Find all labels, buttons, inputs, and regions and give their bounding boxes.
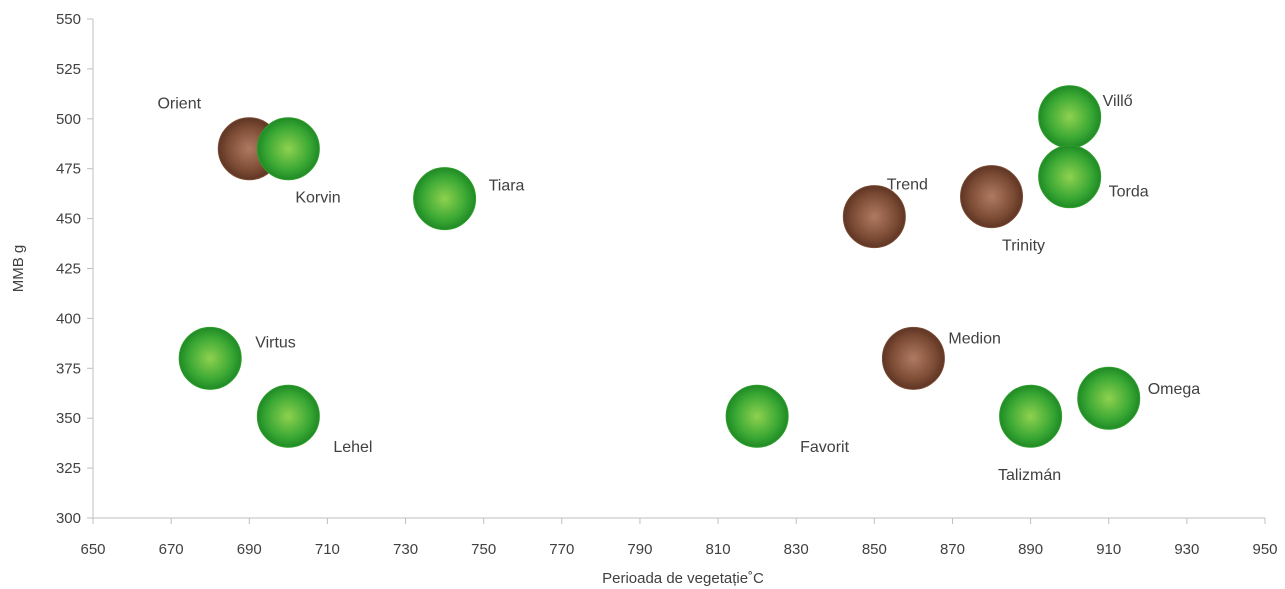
bubble-omega [1077, 366, 1141, 430]
point-label: Trinity [1002, 238, 1045, 255]
axes: 300 325 350 375 400 425 450 475 500 525 550 650 670 6… [56, 11, 1278, 558]
point-label: Korvin [295, 190, 340, 207]
data-points: Orient Korvin Tiara Virtus Lehel Favorit Trend… [157, 85, 1201, 484]
point-label: Lehel [333, 439, 372, 456]
y-tick-label: 475 [56, 161, 81, 178]
x-tick-label: 930 [1174, 541, 1199, 558]
x-tick-label: 850 [862, 541, 887, 558]
bubble-favorit [725, 384, 789, 448]
y-tick-label: 325 [56, 460, 81, 477]
y-tick-label: 425 [56, 261, 81, 278]
y-tick-label: 525 [56, 61, 81, 78]
point-label: Torda [1109, 184, 1149, 201]
point-label: Virtus [255, 334, 296, 351]
y-tick-label: 375 [56, 360, 81, 377]
y-tick-label: 500 [56, 111, 81, 128]
bubble-trinity [960, 165, 1024, 229]
point-label: Trend [887, 177, 928, 194]
x-tick-label: 910 [1096, 541, 1121, 558]
bubble-medion [881, 326, 945, 390]
y-tick-label: 450 [56, 211, 81, 228]
bubble-trend [842, 185, 906, 249]
point-label: Villő [1103, 93, 1133, 110]
x-tick-label: 950 [1252, 541, 1277, 558]
x-tick-label: 810 [706, 541, 731, 558]
y-tick-label: 550 [56, 11, 81, 28]
x-tick-label: 730 [393, 541, 418, 558]
y-tick-label: 300 [56, 510, 81, 527]
y-tick-label: 350 [56, 410, 81, 427]
x-tick-label: 870 [940, 541, 965, 558]
x-axis-title: Perioada de vegetație˚C [602, 570, 764, 587]
bubble-korvin [256, 117, 320, 181]
x-tick-label: 690 [237, 541, 262, 558]
x-tick-label: 670 [159, 541, 184, 558]
bubble-tiara [413, 167, 477, 231]
point-label: Medion [948, 330, 1000, 347]
x-tick-label: 750 [471, 541, 496, 558]
point-label: Talizmán [998, 467, 1061, 484]
y-tick-label: 400 [56, 310, 81, 327]
point-label: Favorit [800, 439, 849, 456]
point-label: Tiara [489, 178, 525, 195]
x-tick-label: 830 [784, 541, 809, 558]
bubble-lehel [256, 384, 320, 448]
x-tick-label: 770 [549, 541, 574, 558]
bubble-virtus [178, 326, 242, 390]
x-tick-label: 890 [1018, 541, 1043, 558]
x-tick-label: 650 [80, 541, 105, 558]
x-tick-label: 710 [315, 541, 340, 558]
bubble-villő [1038, 85, 1102, 149]
y-axis-title: MMB g [10, 245, 27, 293]
bubble-torda [1038, 145, 1102, 209]
point-label: Orient [157, 96, 201, 113]
x-tick-label: 790 [627, 541, 652, 558]
point-label: Omega [1148, 381, 1201, 398]
bubble-talizmán [999, 384, 1063, 448]
